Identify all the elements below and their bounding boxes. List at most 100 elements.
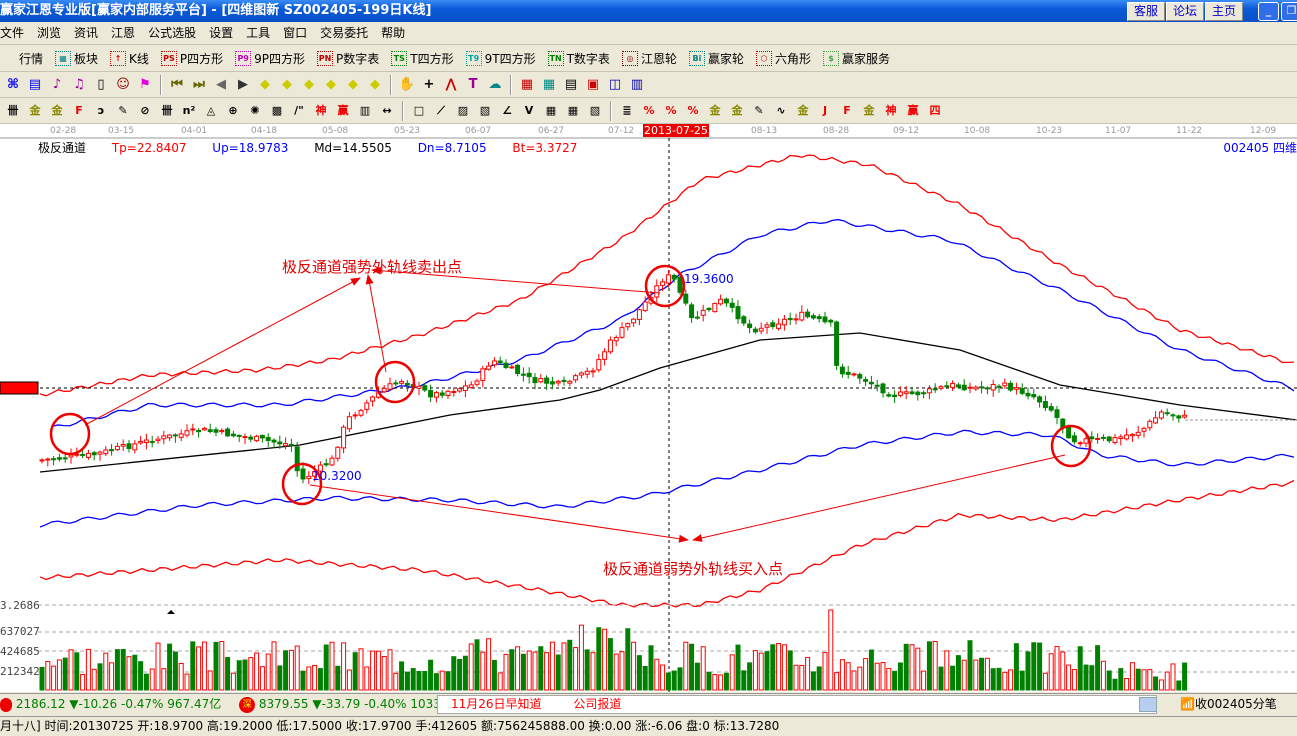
shen-icon[interactable]: 神 [315,103,327,117]
toolbar-button[interactable]: Bi 赢家轮 [688,50,744,67]
zigzag-icon[interactable]: V [524,103,534,117]
angle-icon[interactable]: ∠ [502,103,512,117]
save-icon[interactable]: ▣ [586,76,600,92]
target-icon[interactable]: ⊕ [228,103,238,117]
fan3-icon[interactable]: ▧ [479,103,491,117]
menu-item[interactable]: 窗口 [283,26,308,40]
left-diamond-icon[interactable]: ◆ [260,76,270,92]
wave-icon[interactable]: ∿ [776,103,786,117]
line-icon[interactable]: ⋀ [445,76,457,92]
calculator-icon[interactable]: ▦ [542,76,556,92]
si-icon[interactable]: 四 [929,103,941,117]
news-item[interactable]: 11月26日早知道 [451,697,542,711]
hash-icon[interactable]: 卌 [7,103,19,117]
toolbar-button[interactable]: T9 9T四方形 [465,50,536,67]
menu-item[interactable]: 浏览 [37,26,62,40]
flag-icon[interactable]: ⚑ [139,76,151,92]
shen2-icon[interactable]: 神 [885,103,897,117]
hash2-icon[interactable]: 卌 [161,103,173,117]
toolbar-button[interactable]: TN T数字表 [547,50,610,67]
toolbar-button[interactable]: ⬡ 六角形 [755,50,811,67]
clipboard-icon[interactable]: ▤ [28,76,42,92]
restore-icon[interactable]: ❐ [1281,2,1297,21]
percent-icon[interactable]: % [665,103,677,117]
menu-item[interactable]: 交易委托 [320,26,369,40]
menu-item[interactable]: 帮助 [381,26,406,40]
menu-item[interactable]: 江恩 [111,26,136,40]
print-icon[interactable]: ▥ [630,76,644,92]
quote-mark-icon[interactable]: /" [294,103,304,117]
menu-item[interactable]: 资讯 [74,26,99,40]
grid-icon[interactable]: ▩ [271,103,283,117]
toolbar-button[interactable]: PN P数字表 [317,50,379,67]
menu-item[interactable]: 工具 [246,26,271,40]
percent-line-icon[interactable]: % [643,103,655,117]
next-icon[interactable]: ▶ [238,76,248,92]
news-item[interactable]: 公司报道 [573,697,622,711]
f2-icon[interactable]: F [843,103,851,117]
ying2-icon[interactable]: 赢 [907,103,919,117]
toolbar-button[interactable]: ▦ 板块 [55,50,98,67]
fan2-icon[interactable]: ▨ [457,103,469,117]
gold3-icon[interactable]: 金 [731,103,743,117]
lines-icon[interactable]: ▧ [589,103,601,117]
percent2-icon[interactable]: % [687,103,699,117]
last-icon[interactable]: ⏭ [193,76,205,92]
shanghai-index[interactable]: 2186.12 ▼-10.26 -0.47% 967.47亿 [15,697,222,711]
spiral-icon[interactable]: ↄ [97,103,105,117]
toolbar-button[interactable]: TS T四方形 [391,50,454,67]
chart3-icon[interactable]: ♪ [52,76,62,92]
crosshair-icon[interactable]: + [423,76,435,92]
pen2-icon[interactable]: ✎ [754,103,764,117]
gold1-icon[interactable]: 金 [29,103,41,117]
ying-icon[interactable]: 赢 [337,103,349,117]
gold4-icon[interactable]: 金 [797,103,809,117]
chart9-icon[interactable]: ♫ [73,76,85,92]
zoom-in-icon[interactable]: ◆ [348,76,358,92]
toolbar-button[interactable]: ◎ 江恩轮 [621,50,677,67]
toolbar-button[interactable]: 行情 [0,50,43,67]
circle-icon[interactable]: ⊘ [140,103,150,117]
menu-item[interactable]: 公式选股 [148,26,197,40]
homepage-button[interactable]: 主页 [1205,2,1243,21]
menu-item[interactable]: 设置 [209,26,234,40]
pen-icon[interactable]: ✎ [118,103,128,117]
face-icon[interactable]: ☺ [116,76,130,92]
table-icon[interactable]: ≣ [622,103,632,117]
news-ticker[interactable]: 11月26日早知道 公司报道 [437,695,1157,714]
scroll-spinner[interactable] [1139,697,1157,712]
web-icon[interactable]: ✺ [250,103,260,117]
width-icon[interactable]: ↔ [382,103,392,117]
toolbar-button[interactable]: $ 赢家服务 [822,50,890,67]
customer-service-button[interactable]: 客服 [1127,2,1165,21]
triangle-icon[interactable]: ◬ [206,103,216,117]
box-icon[interactable]: □ [413,103,425,117]
menu-item[interactable]: 文件 [0,26,25,40]
toolbar-button[interactable]: ↑ K线 [110,50,149,67]
shirt-icon[interactable]: T [468,76,478,92]
forum-button[interactable]: 论坛 [1166,2,1204,21]
hand-icon[interactable]: ✋ [398,76,416,92]
calendar-icon[interactable]: ▦ [520,76,534,92]
toolbar-button[interactable]: P9 9P四方形 [235,50,305,67]
f-icon[interactable]: F [75,103,83,117]
expand-icon[interactable]: ◆ [304,76,314,92]
shenzhen-index[interactable]: 8379.55 ▼-33.79 -0.40% 1033.16亿 [258,697,472,711]
candle-icon[interactable]: ▯ [97,76,105,92]
gold5-icon[interactable]: 金 [863,103,875,117]
prev-icon[interactable]: ◀ [216,76,226,92]
kline-chart[interactable]: 02-28 03-15 04-01 04-18 05-08 05-23 06-07 06-27… [0,124,1297,692]
gold-circle-icon[interactable]: 金 [709,103,721,117]
network-icon[interactable]: ⌘ [6,76,20,92]
ruler-icon[interactable]: ▥ [359,103,371,117]
globe-icon[interactable]: ◫ [608,76,622,92]
brain-icon[interactable]: ☁ [488,76,502,92]
j-icon[interactable]: J [822,103,828,117]
zoom-out-icon[interactable]: ◆ [370,76,380,92]
fan-icon[interactable]: ⟋ [437,103,445,117]
grid3-icon[interactable]: ▦ [567,103,579,117]
notes-icon[interactable]: ▤ [564,76,578,92]
minimize-icon[interactable]: _ [1258,2,1279,21]
toolbar-button[interactable]: PS P四方形 [160,50,223,67]
right-diamond-icon[interactable]: ◆ [282,76,292,92]
